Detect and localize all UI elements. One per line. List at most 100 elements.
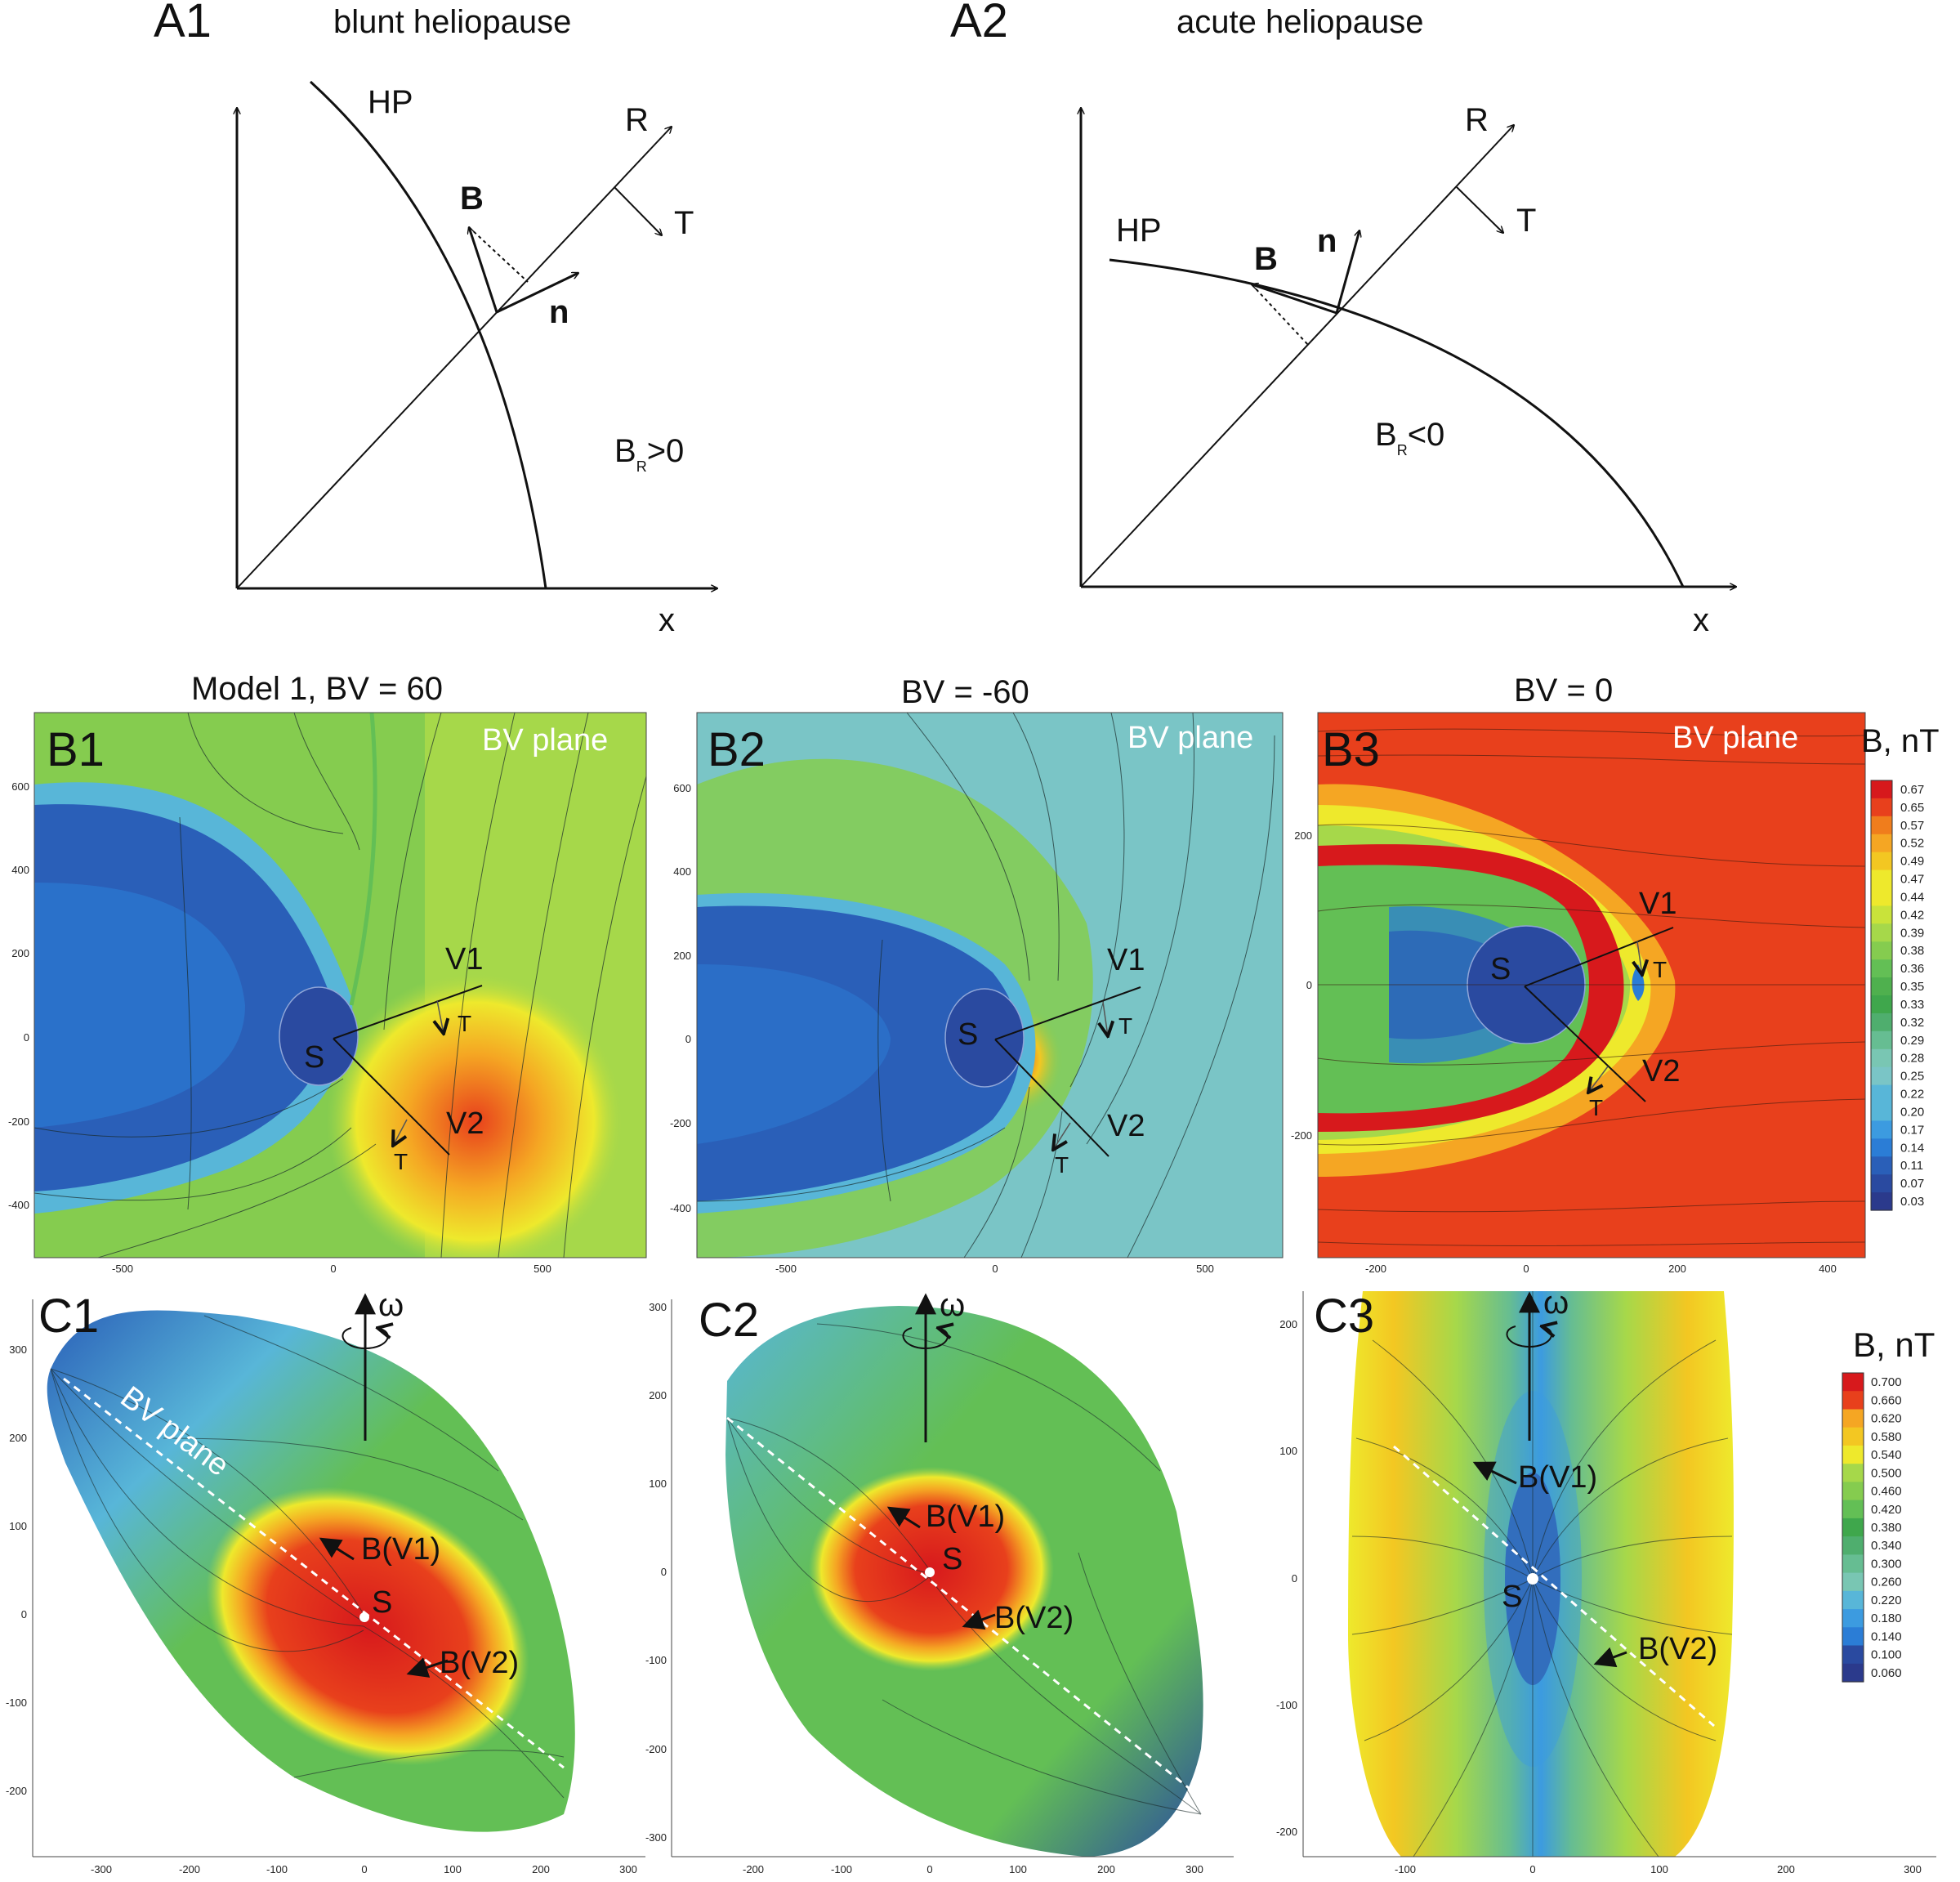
n-vector xyxy=(496,271,578,314)
svg-text:300: 300 xyxy=(1904,1863,1922,1875)
colorbar-tick-label: 0.25 xyxy=(1900,1070,1924,1084)
colorbar-tick-label: 0.67 xyxy=(1900,783,1924,797)
colorbar-c-swatches xyxy=(1842,1372,1864,1683)
colorbar-swatch xyxy=(1871,780,1892,799)
bv-plane-line xyxy=(63,1377,565,1769)
svg-text:0: 0 xyxy=(992,1263,998,1275)
panel-b1: B1 BV plane S V1 V2 T T -500 0 500 600 4… xyxy=(8,712,647,1275)
t2-arrow xyxy=(1053,1122,1071,1150)
svg-text:400: 400 xyxy=(673,865,691,878)
svg-text:200: 200 xyxy=(1668,1263,1686,1275)
colorbar-swatch xyxy=(1842,1645,1864,1665)
panel-b1-label: B1 xyxy=(47,723,105,776)
panel-b3-label: B3 xyxy=(1322,723,1380,776)
colorbar-tick-label: 0.14 xyxy=(1900,1141,1924,1155)
colorbar-tick-label: 0.340 xyxy=(1871,1539,1902,1553)
br-label: BR<0 xyxy=(1375,417,1444,458)
svg-text:100: 100 xyxy=(1009,1863,1027,1875)
s-label: S xyxy=(304,1040,324,1075)
colorbar-tick-label: 0.500 xyxy=(1871,1466,1902,1480)
colorbar-tick-label: 0.57 xyxy=(1900,819,1924,833)
colorbar-swatch xyxy=(1842,1590,1864,1610)
colorbar-swatch xyxy=(1871,816,1892,835)
svg-text:100: 100 xyxy=(1279,1445,1297,1457)
colorbar-swatch xyxy=(1871,1156,1892,1175)
svg-text:-200: -200 xyxy=(1291,1129,1312,1142)
s-marker xyxy=(1527,1573,1538,1585)
colorbar-tick-label: 0.07 xyxy=(1900,1177,1924,1191)
bv2-arrow xyxy=(962,1609,996,1630)
c3-y-ticks: 200 100 0 -100 -200 xyxy=(1276,1318,1297,1838)
colorbar-tick-label: 0.300 xyxy=(1871,1558,1902,1571)
svg-text:300: 300 xyxy=(619,1863,637,1875)
svg-text:100: 100 xyxy=(1650,1863,1668,1875)
colorbar-tick-label: 0.620 xyxy=(1871,1412,1902,1426)
colorbar-b-labels: 0.67 0.65 0.57 0.52 0.49 0.47 0.44 0.42 0.39 0.38… xyxy=(1900,783,1924,1209)
v2-line xyxy=(1524,986,1646,1102)
colorbar-tick-label: 0.44 xyxy=(1900,891,1924,905)
svg-text:-200: -200 xyxy=(179,1863,200,1875)
panel-b3-heading: BV = 0 xyxy=(1514,673,1613,709)
svg-text:-100: -100 xyxy=(1276,1699,1297,1711)
s-label: S xyxy=(942,1542,962,1576)
svg-text:0: 0 xyxy=(24,1031,29,1044)
bv1-label: B(V1) xyxy=(926,1500,1005,1534)
colorbar-swatch xyxy=(1871,1048,1892,1068)
svg-text:200: 200 xyxy=(11,947,29,959)
svg-text:-200: -200 xyxy=(743,1863,764,1875)
colorbar-tick-label: 0.11 xyxy=(1900,1159,1923,1173)
colorbar-tick-label: 0.33 xyxy=(1900,998,1924,1012)
svg-text:0: 0 xyxy=(1306,979,1312,991)
colorbar-tick-label: 0.180 xyxy=(1871,1612,1902,1625)
br-label: BR>0 xyxy=(614,433,684,475)
t1-arrow xyxy=(1637,941,1642,975)
panel-b3: B3 BV plane S V1 V2 T T -200 0 200 400 2… xyxy=(1291,712,1866,1275)
colorbar-tick-label: 0.65 xyxy=(1900,801,1924,815)
b1-vectors xyxy=(333,985,483,1156)
colorbar-swatch xyxy=(1871,1192,1892,1211)
colorbar-tick-label: 0.20 xyxy=(1900,1106,1924,1120)
svg-text:500: 500 xyxy=(1196,1263,1214,1275)
colorbar-tick-label: 0.540 xyxy=(1871,1448,1902,1462)
colorbar-swatch xyxy=(1842,1572,1864,1592)
t1-arrow xyxy=(1103,1001,1108,1036)
x-label: x xyxy=(659,602,675,638)
svg-text:-400: -400 xyxy=(8,1199,29,1211)
hp-label: HP xyxy=(1116,212,1162,248)
bv1-arrow xyxy=(886,1506,921,1529)
colorbar-tick-label: 0.380 xyxy=(1871,1521,1902,1535)
colorbar-swatch xyxy=(1871,995,1892,1014)
colorbar-tick-label: 0.420 xyxy=(1871,1503,1902,1517)
panel-a1: A1 blunt heliopause HP R T B n x BR>0 xyxy=(154,0,717,638)
v2-line xyxy=(994,1039,1109,1157)
colorbar-b: B, nT 0.670.650.570.520.490.470.440.420.… xyxy=(1861,723,1940,1211)
colorbar-swatch xyxy=(1842,1445,1864,1464)
svg-text:-500: -500 xyxy=(112,1263,133,1275)
colorbar-tick-label: 0.35 xyxy=(1900,980,1924,994)
heliopause-curve xyxy=(1109,258,1685,588)
colorbar-swatch xyxy=(1871,1102,1892,1121)
colorbar-tick-label: 0.22 xyxy=(1900,1088,1924,1102)
svg-text:600: 600 xyxy=(673,782,691,794)
svg-text:200: 200 xyxy=(649,1389,667,1401)
panel-b2: B2 BV plane S V1 V2 T T -500 0 500 600 4… xyxy=(670,712,1284,1275)
svg-text:-200: -200 xyxy=(645,1743,667,1755)
colorbar-tick-label: 0.140 xyxy=(1871,1629,1902,1643)
colorbar-c: B, nT 0.700 0.660 0.620 0.580 0.540 0.500 0.46… xyxy=(1842,1325,1935,1683)
rotation-arrow xyxy=(902,1328,948,1350)
panel-c1: BV plane C1 ω S B(V1) B(V2) -300 -200 -1… xyxy=(6,1287,645,1875)
bv2-label: B(V2) xyxy=(1638,1632,1717,1666)
rotation-arrow xyxy=(342,1328,387,1350)
n-vector xyxy=(1335,230,1359,314)
c1-y-ticks: 300 200 100 0 -100 -200 xyxy=(6,1343,27,1797)
colorbar-tick-label: 0.38 xyxy=(1900,944,1924,958)
t-label: T xyxy=(674,205,694,241)
panel-a2-title: acute heliopause xyxy=(1176,4,1423,40)
svg-text:-400: -400 xyxy=(670,1202,691,1214)
colorbar-tick-label: 0.17 xyxy=(1900,1123,1924,1137)
panel-a2: A2 acute heliopause HP R T B n x BR<0 xyxy=(950,0,1736,638)
colorbar-b-title: B, nT xyxy=(1861,723,1940,759)
t2-arrow xyxy=(1588,1066,1609,1093)
b2-y-ticks: 600 400 200 0 -200 -400 xyxy=(670,782,691,1214)
colorbar-tick-label: 0.47 xyxy=(1900,873,1924,887)
